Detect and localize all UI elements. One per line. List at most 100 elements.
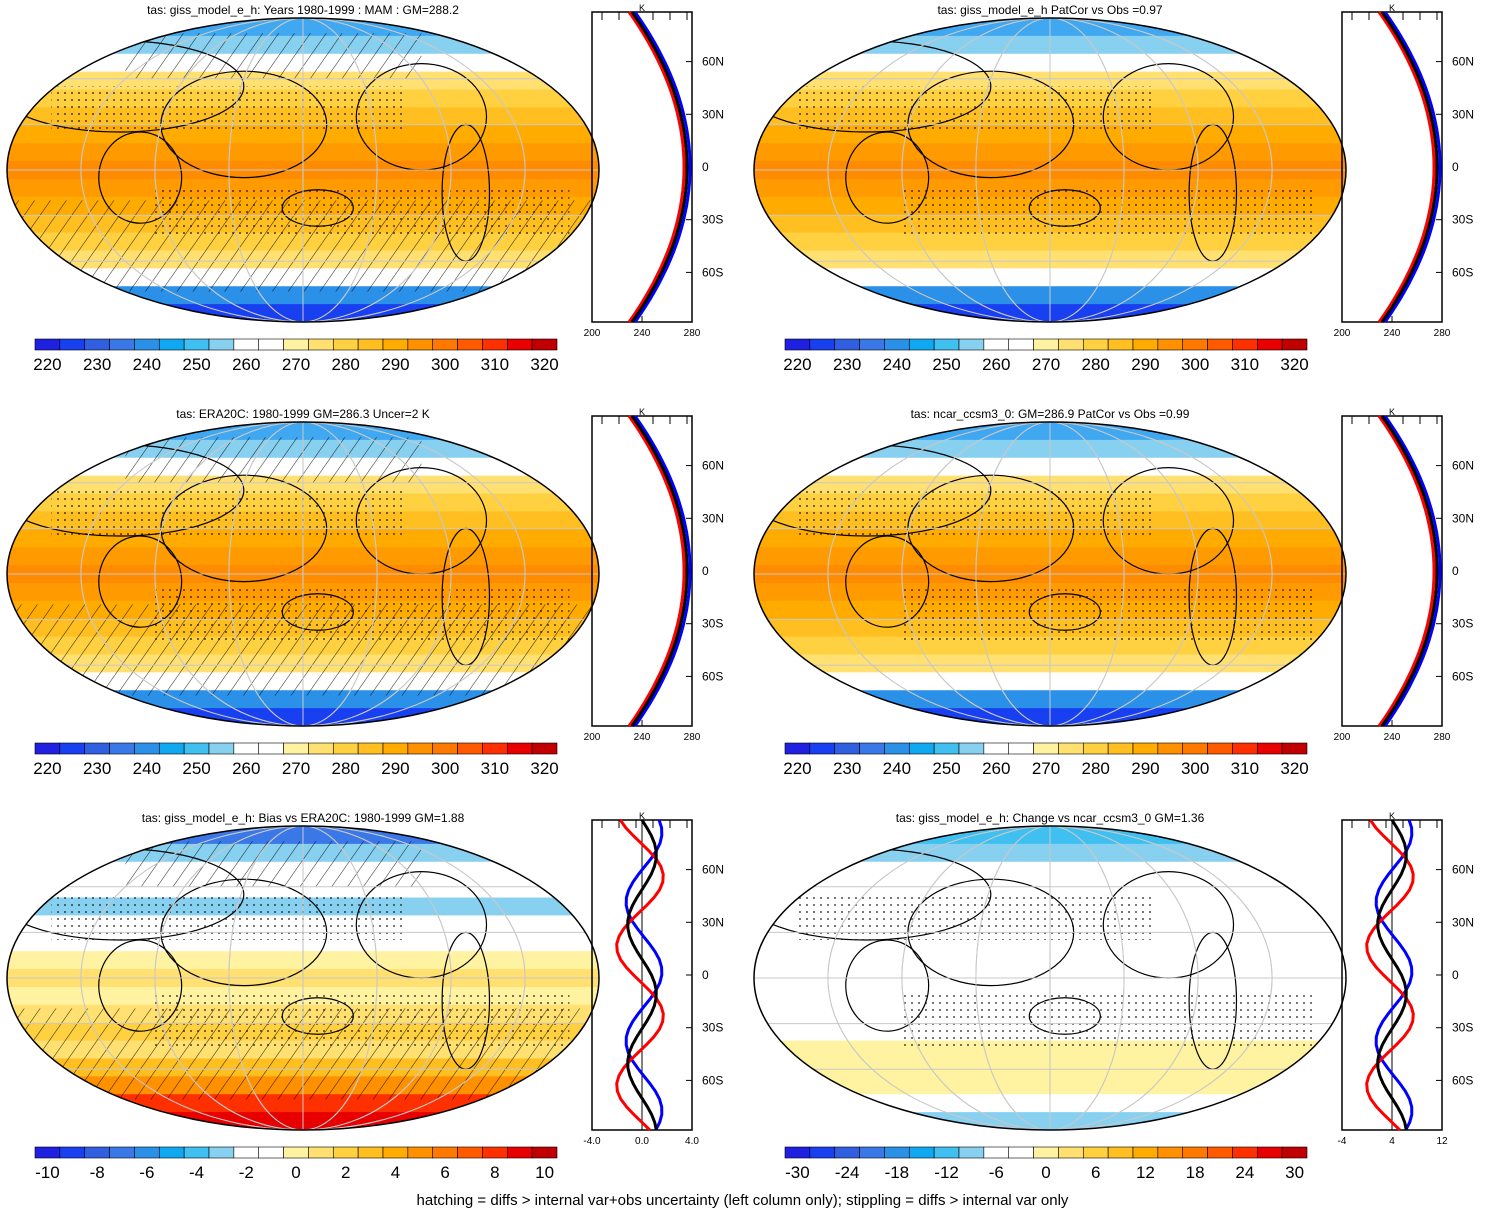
colorbar-swatch [884, 742, 910, 755]
colorbar-swatch [1132, 1146, 1159, 1159]
graticule-meridian [827, 826, 1273, 1130]
profile-line-blue [1383, 415, 1442, 727]
profile-x-label: -4.0 [583, 1136, 601, 1147]
graticule-meridian [901, 422, 1199, 726]
colorbar-swatch [283, 338, 309, 351]
profile-x-label: 280 [684, 732, 701, 743]
colorbar-swatch [983, 1146, 1010, 1159]
colorbar-swatch [457, 742, 483, 755]
colorbar-label: 290 [1131, 759, 1159, 778]
profile-x-label: 240 [1384, 328, 1401, 339]
colorbar-label: 260 [232, 355, 260, 374]
colorbar-swatch [183, 1146, 210, 1159]
colorbar-label: 230 [833, 759, 861, 778]
colorbar-swatch [134, 338, 160, 351]
colorbar-swatch [506, 1146, 533, 1159]
colorbar-swatch [1082, 338, 1109, 351]
colorbar-label: 290 [381, 759, 409, 778]
colorbar-swatch [1232, 1146, 1258, 1159]
colorbar-swatch [183, 338, 210, 351]
profile-unit-label: K [1389, 407, 1395, 417]
panel-title: tas: giss_model_e_h: Change vs ncar_ccsm… [896, 811, 1205, 825]
colorbar-swatch [1182, 338, 1208, 351]
profile-line-red [627, 415, 686, 727]
colorbar-label: 250 [182, 355, 210, 374]
profile-lat-label: 30N [1452, 107, 1474, 121]
colorbar-label: 4 [391, 1163, 400, 1182]
map [754, 826, 1346, 1130]
profile-unit-label: K [1389, 3, 1395, 13]
colorbar-label: 270 [282, 759, 310, 778]
colorbar-label: 270 [1032, 759, 1060, 778]
colorbar-swatch [531, 742, 558, 755]
panel-4: tas: ncar_ccsm3_0: GM=286.9 PatCor vs Ob… [753, 407, 1474, 778]
colorbar-swatch [1232, 742, 1258, 755]
colorbar-swatch [1008, 338, 1034, 351]
graticule-meridian [901, 18, 1199, 322]
colorbar-swatch [1033, 1146, 1059, 1159]
colorbar-swatch [258, 1146, 284, 1159]
colorbar-label: -18 [885, 1163, 910, 1182]
zonal-profile: K 60N 30N 0 30S 60S 200 240 280 [1334, 407, 1474, 743]
stippling [51, 894, 407, 940]
profile-lat-label: 60N [1452, 55, 1474, 69]
profile-x-label: 240 [634, 732, 651, 743]
colorbar-swatch [983, 338, 1010, 351]
colorbar-swatch [382, 338, 409, 351]
colorbar-swatch [134, 742, 160, 755]
colorbar-label: 290 [381, 355, 409, 374]
colorbar-swatch [531, 1146, 558, 1159]
colorbar-swatch [834, 742, 860, 755]
panel-title: tas: ncar_ccsm3_0: GM=286.9 PatCor vs Ob… [911, 407, 1190, 421]
colorbar-swatch [34, 1146, 61, 1159]
colorbar-swatch [109, 1146, 135, 1159]
colorbar: -10 -8 -6 -4 -2 0 2 4 6 8 10 [34, 1146, 558, 1182]
colorbar-swatch [1182, 1146, 1208, 1159]
colorbar-swatch [884, 338, 910, 351]
colorbar-swatch [233, 742, 260, 755]
colorbar-label: 220 [783, 355, 811, 374]
colorbar-label: 220 [33, 759, 61, 778]
colorbar-label: 250 [932, 759, 960, 778]
colorbar-label: 240 [133, 759, 161, 778]
zonal-profile: K 60N 30N 0 30S 60S 200 240 280 [584, 3, 724, 339]
colorbar: -30 -24 -18 -12 -6 0 6 12 18 24 30 [784, 1146, 1308, 1182]
colorbar-swatch [1281, 1146, 1308, 1159]
colorbar-swatch [34, 338, 61, 351]
profile-lat-label: 30S [1452, 1021, 1473, 1035]
graticule-meridian [154, 18, 452, 322]
colorbar-swatch [332, 338, 359, 351]
colorbar-label: 310 [1231, 759, 1259, 778]
colorbar-swatch [482, 1146, 508, 1159]
colorbar-swatch [432, 338, 458, 351]
map-border [753, 421, 1347, 727]
colorbar-label: 320 [530, 355, 558, 374]
colorbar-swatch [859, 742, 885, 755]
colorbar-label: 280 [1082, 355, 1110, 374]
colorbar-swatch [357, 1146, 384, 1159]
profile-line-red [1377, 11, 1436, 323]
colorbar-swatch [158, 742, 185, 755]
colorbar-swatch [1132, 338, 1159, 351]
profile-line-black [626, 819, 658, 1131]
profile-lat-label: 30S [1452, 213, 1473, 227]
colorbar-label: 310 [481, 759, 509, 778]
colorbar-swatch [1157, 1146, 1184, 1159]
colorbar-swatch [1107, 338, 1134, 351]
profile-unit-label: K [639, 407, 645, 417]
colorbar-swatch [1058, 742, 1084, 755]
colorbar-label: 24 [1235, 1163, 1254, 1182]
graticule-meridian [80, 826, 526, 1130]
colorbar-label: 2 [341, 1163, 350, 1182]
colorbar-label: 290 [1131, 355, 1159, 374]
profile-line-blue [1383, 11, 1442, 323]
colorbar-swatch [908, 338, 935, 351]
colorbar-label: -8 [90, 1163, 105, 1182]
colorbar-swatch [1256, 1146, 1283, 1159]
colorbar-swatch [1232, 338, 1258, 351]
profile-lat-label: 0 [702, 968, 709, 982]
stippling [798, 86, 1154, 132]
colorbar-label: 10 [535, 1163, 554, 1182]
colorbar-swatch [357, 742, 384, 755]
colorbar-swatch [407, 742, 434, 755]
